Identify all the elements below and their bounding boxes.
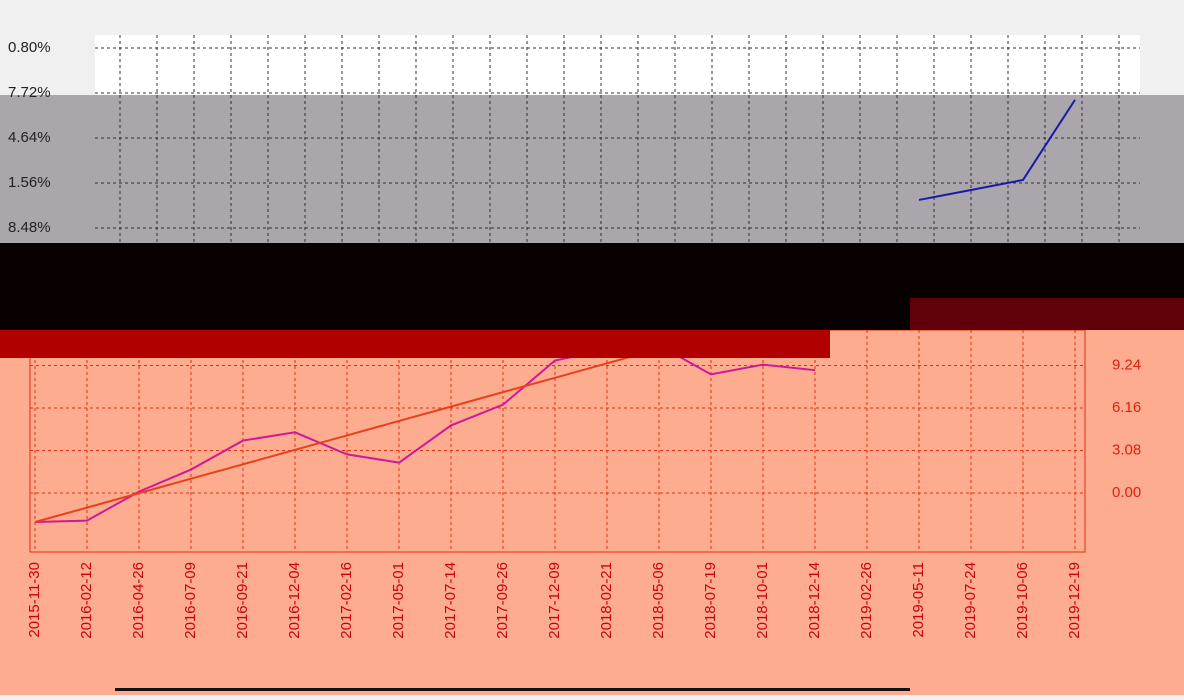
x-tick-label: 2019-02-26 <box>858 562 875 639</box>
y-tick-label: 0.00 <box>1112 484 1141 501</box>
x-tick-label: 2019-07-24 <box>962 562 979 639</box>
x-tick-label: 2016-04-26 <box>130 562 147 639</box>
x-tick-label: 2017-05-01 <box>390 562 407 639</box>
x-tick-label: 2016-07-09 <box>182 562 199 639</box>
x-tick-label: 2016-02-12 <box>78 562 95 639</box>
y-tick-label: 8.48% <box>8 219 51 236</box>
x-tick-label: 2017-07-14 <box>442 562 459 639</box>
x-tick-label: 2016-09-21 <box>234 562 251 639</box>
y-tick-label: 0.80% <box>8 39 51 56</box>
x-tick-label: 2018-02-21 <box>598 562 615 639</box>
x-tick-label: 2017-12-09 <box>546 562 563 639</box>
y-tick-label: 3.08 <box>1112 441 1141 458</box>
x-tick-label: 2019-05-11 <box>910 562 927 638</box>
bottom-panel <box>0 330 1184 695</box>
chart: 0.80% 7.72% 4.64% 1.56% 8.48% 0.00 3.08 6.16 9.2… <box>0 0 1184 695</box>
glitch-band <box>910 298 1184 330</box>
y-tick-label: 6.16 <box>1112 399 1141 416</box>
x-tick-label: 2015-11-30 <box>26 562 43 638</box>
scrollbar <box>115 688 910 691</box>
y-tick-label: 4.64% <box>8 129 51 146</box>
y-tick-label: 1.56% <box>8 174 51 191</box>
x-tick-label: 2016-12-04 <box>286 562 303 639</box>
x-tick-label: 2018-10-01 <box>754 562 771 639</box>
x-tick-label: 2019-12-19 <box>1066 562 1083 639</box>
y-tick-label: 9.24 <box>1112 356 1141 373</box>
x-tick-label: 2018-12-14 <box>806 562 823 639</box>
x-tick-label: 2019-10-06 <box>1014 562 1031 639</box>
x-tick-label: 2017-02-16 <box>338 562 355 639</box>
y-tick-label: 7.72% <box>8 84 51 101</box>
glitch-band <box>0 330 830 358</box>
x-tick-label: 2018-07-19 <box>702 562 719 639</box>
top-overlay <box>0 95 1184 243</box>
x-tick-label: 2017-09-26 <box>494 562 511 639</box>
x-tick-label: 2018-05-06 <box>650 562 667 639</box>
